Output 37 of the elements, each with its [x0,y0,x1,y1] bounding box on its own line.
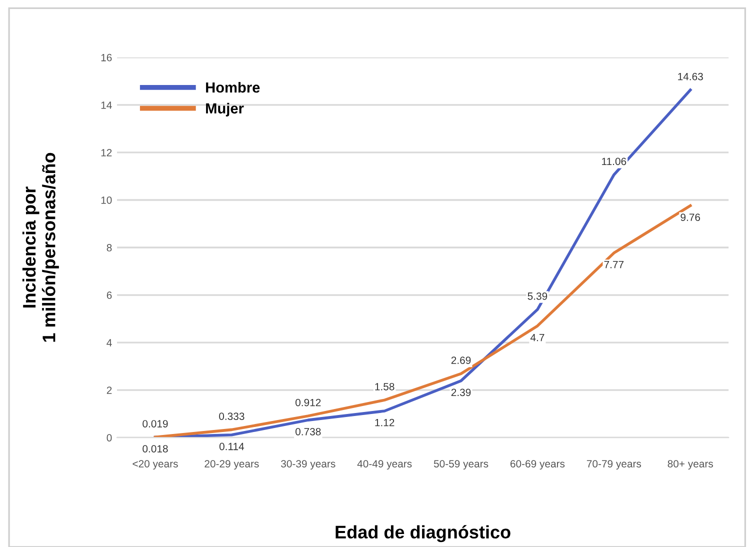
data-label: 14.63 [678,72,703,80]
y-tick-label: 8 [106,244,112,252]
x-tick-label: <20 years [132,460,178,470]
y-tick-label: 6 [106,292,112,299]
x-tick-label: 30-39 years [281,460,336,470]
data-label: 9.76 [680,214,700,221]
y-tick-label: 10 [101,196,112,204]
data-label: 0.738 [296,428,321,436]
data-label: 0.019 [142,420,168,428]
y-tick-label: 14 [101,102,112,109]
data-label: 0.114 [219,442,244,450]
x-tick-label: 20-29 years [204,460,259,470]
y-tick-label: 16 [101,54,112,62]
data-label: 0.018 [142,445,168,452]
x-tick-label: 50-59 years [434,460,488,470]
legend-label: Hombre [206,82,260,93]
data-label: 4.7 [530,334,544,342]
data-label: 1.58 [375,382,394,390]
data-label: 1.12 [375,418,394,426]
legend-label: Mujer [206,102,244,116]
data-label: 2.69 [451,356,471,364]
data-label: 11.06 [602,158,626,166]
x-tick-label: 70-79 years [586,460,642,470]
y-tick-label: 12 [101,148,112,156]
data-label: 7.77 [604,261,624,268]
x-axis-title: Edad de diagnóstico [336,525,510,542]
x-tick-label: 80+ years [668,460,713,470]
y-tick-label: 2 [106,386,112,394]
data-label: 2.39 [451,388,471,396]
y-tick-label: 0 [106,434,112,442]
x-tick-label: 60-69 years [510,460,565,470]
data-label: 5.39 [528,292,548,300]
y-tick-label: 4 [106,339,112,346]
data-label: 0.912 [296,398,321,406]
x-tick-label: 40-49 years [357,460,412,470]
y-axis-title: Incidencia por 1 millón/personas/año [22,152,59,342]
data-label: 0.333 [219,412,244,420]
